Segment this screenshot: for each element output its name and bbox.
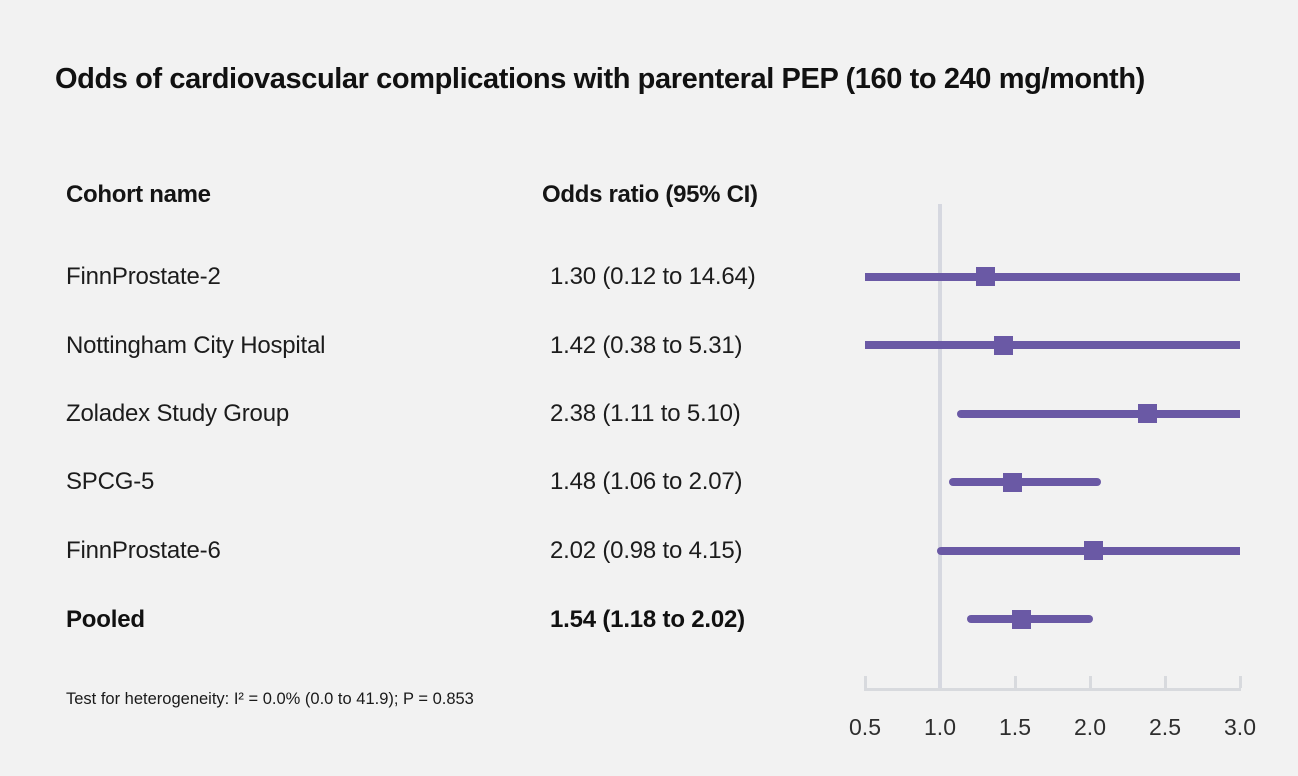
cohort-name: SPCG-5 — [66, 468, 155, 495]
cohort-name: Zoladex Study Group — [66, 400, 289, 427]
table-row: FinnProstate-2 1.30 (0.12 to 14.64) — [0, 261, 840, 293]
table-row: FinnProstate-6 2.02 (0.98 to 4.15) — [0, 535, 840, 567]
odds-ratio-value: 1.42 (0.38 to 5.31) — [550, 332, 743, 359]
odds-ratio-marker — [1137, 404, 1157, 423]
odds-ratio-value: 1.48 (1.06 to 2.07) — [550, 468, 743, 495]
ci-line — [865, 272, 1240, 281]
axis-tick-label: 1.5 — [999, 714, 1031, 740]
cohort-name: FinnProstate-2 — [66, 263, 221, 290]
x-axis-line — [864, 688, 1241, 691]
axis-tick-label: 0.5 — [849, 714, 881, 740]
table-row: SPCG-5 1.48 (1.06 to 2.07) — [0, 466, 840, 498]
ci-line — [949, 478, 1101, 486]
heterogeneity-note: Test for heterogeneity: I² = 0.0% (0.0 t… — [66, 690, 474, 708]
odds-ratio-value: 2.02 (0.98 to 4.15) — [550, 537, 743, 564]
axis-tick-label: 2.0 — [1074, 714, 1106, 740]
cohort-name: FinnProstate-6 — [66, 537, 221, 564]
column-header-cohort: Cohort name — [66, 181, 211, 208]
ci-line — [956, 409, 1240, 418]
axis-tick-label: 1.0 — [924, 714, 956, 740]
axis-tick-label: 2.5 — [1149, 714, 1181, 740]
ci-line — [865, 341, 1240, 349]
axis-tick-label: 3.0 — [1224, 714, 1256, 740]
axis-tick — [1163, 676, 1167, 688]
odds-ratio-marker — [1002, 472, 1022, 492]
cohort-name: Pooled — [66, 606, 145, 633]
table-row: Nottingham City Hospital 1.42 (0.38 to 5… — [0, 330, 840, 362]
odds-ratio-value: 2.38 (1.11 to 5.10) — [550, 400, 741, 427]
column-header-odds-ratio: Odds ratio (95% CI) — [542, 181, 758, 208]
axis-tick — [863, 676, 867, 688]
odds-ratio-value: 1.54 (1.18 to 2.02) — [550, 606, 745, 633]
reference-line — [938, 204, 942, 688]
axis-tick — [1238, 676, 1242, 688]
chart-title: Odds of cardiovascular complications wit… — [55, 63, 1145, 95]
odds-ratio-marker — [993, 335, 1013, 355]
odds-ratio-value: 1.30 (0.12 to 14.64) — [550, 263, 756, 290]
cohort-name: Nottingham City Hospital — [66, 332, 326, 359]
odds-ratio-marker — [1011, 609, 1031, 629]
table-row-pooled: Pooled 1.54 (1.18 to 2.02) — [0, 604, 840, 636]
axis-tick — [1013, 676, 1017, 688]
odds-ratio-marker — [1083, 541, 1103, 560]
table-row: Zoladex Study Group 2.38 (1.11 to 5.10) — [0, 398, 840, 430]
odds-ratio-marker — [975, 267, 995, 286]
axis-tick — [1088, 676, 1092, 688]
